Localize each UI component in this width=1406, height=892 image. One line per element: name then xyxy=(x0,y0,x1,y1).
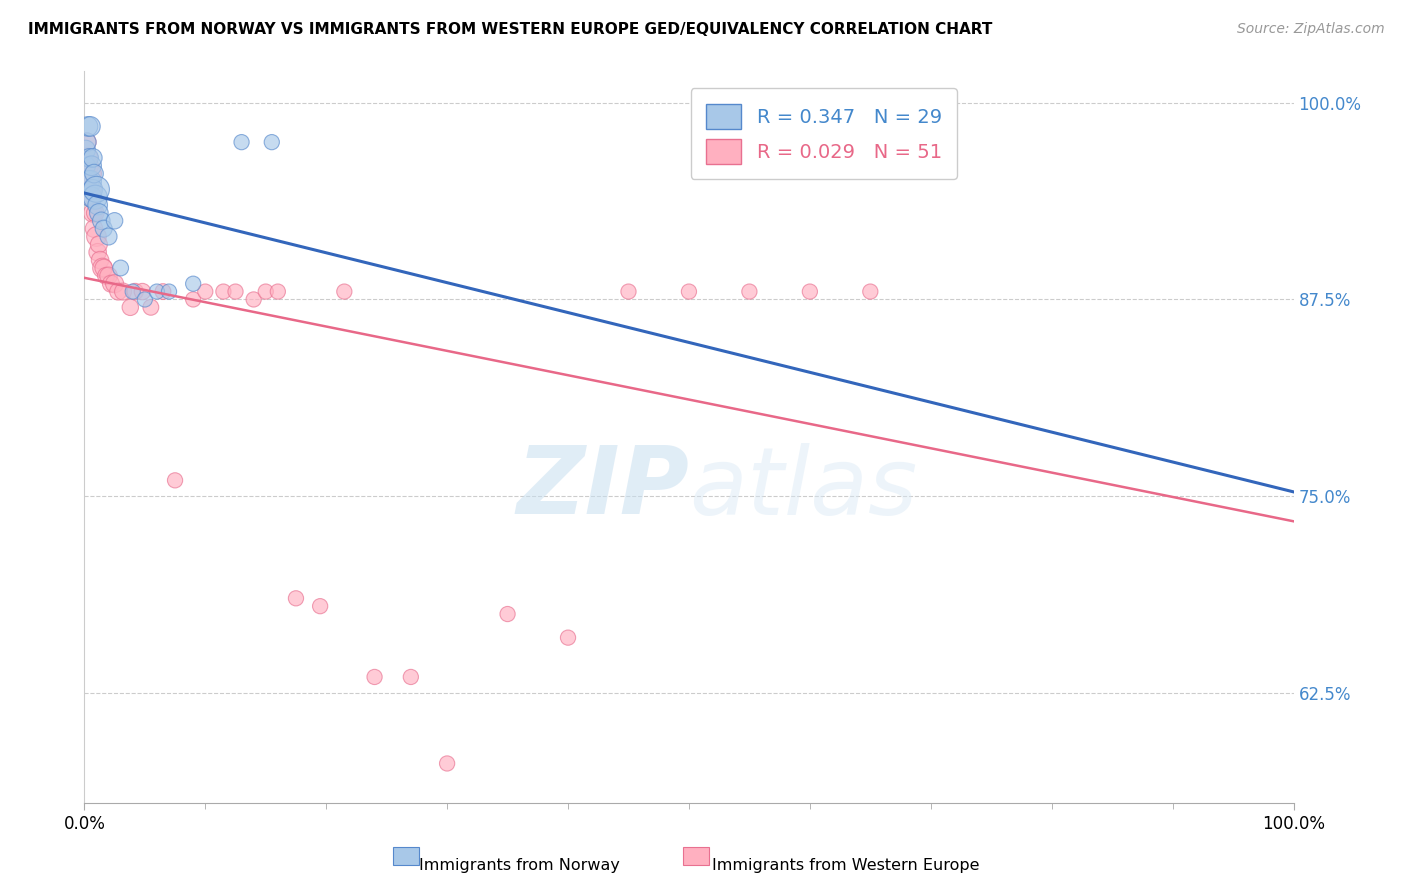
Point xyxy=(77,159,100,173)
Point xyxy=(75,159,97,173)
Text: ZIP: ZIP xyxy=(516,442,689,534)
Point xyxy=(82,182,104,196)
Point xyxy=(100,277,122,291)
Point xyxy=(86,245,108,260)
Point xyxy=(86,198,108,212)
Point xyxy=(89,253,111,268)
Point xyxy=(91,260,114,275)
Point xyxy=(496,607,519,621)
Legend: R = 0.347   N = 29, R = 0.029   N = 51: R = 0.347 N = 29, R = 0.029 N = 51 xyxy=(690,88,957,179)
Point xyxy=(120,301,142,315)
Point xyxy=(93,221,115,235)
Point xyxy=(80,190,103,204)
Bar xyxy=(392,847,419,865)
Point xyxy=(79,167,101,181)
Point xyxy=(82,151,104,165)
Point xyxy=(363,670,385,684)
Point xyxy=(77,174,100,188)
Point xyxy=(107,285,129,299)
Point xyxy=(82,182,104,196)
Point xyxy=(181,293,204,307)
Point xyxy=(139,301,162,315)
Point xyxy=(333,285,356,299)
Point xyxy=(90,214,112,228)
Point xyxy=(104,214,127,228)
Point xyxy=(77,182,100,196)
Point xyxy=(436,756,458,771)
Point xyxy=(194,285,217,299)
Point xyxy=(157,285,180,299)
Point xyxy=(165,473,187,487)
Point xyxy=(83,221,105,235)
Point xyxy=(399,670,422,684)
Point xyxy=(80,190,103,204)
Point xyxy=(77,151,100,165)
Point xyxy=(152,285,174,299)
Point xyxy=(104,277,127,291)
Point xyxy=(242,293,264,307)
Point xyxy=(859,285,882,299)
Point xyxy=(84,206,107,220)
Point xyxy=(77,167,100,181)
Point xyxy=(76,135,98,149)
Point xyxy=(86,182,108,196)
Point xyxy=(97,229,120,244)
Point xyxy=(82,206,104,220)
Point xyxy=(267,285,290,299)
Point xyxy=(920,95,942,110)
Point xyxy=(80,159,103,173)
Point xyxy=(231,135,253,149)
Point xyxy=(212,285,235,299)
Point xyxy=(134,293,156,307)
Point xyxy=(131,285,153,299)
Text: Immigrants from Norway: Immigrants from Norway xyxy=(419,858,620,872)
Point xyxy=(225,285,247,299)
Point xyxy=(79,174,101,188)
Point xyxy=(110,260,132,275)
Point xyxy=(557,631,579,645)
Text: atlas: atlas xyxy=(689,442,917,533)
Point xyxy=(309,599,332,614)
Point xyxy=(121,285,143,299)
Point xyxy=(76,159,98,173)
Point xyxy=(181,277,204,291)
Point xyxy=(94,268,117,283)
Point xyxy=(617,285,640,299)
Point xyxy=(124,285,146,299)
Point xyxy=(77,120,100,134)
Point xyxy=(678,285,700,299)
Point xyxy=(75,143,97,157)
Point xyxy=(87,206,110,220)
Point xyxy=(254,285,277,299)
Point xyxy=(93,260,115,275)
Point xyxy=(260,135,283,149)
Bar xyxy=(683,847,710,865)
Text: Immigrants from Western Europe: Immigrants from Western Europe xyxy=(713,858,980,872)
Point xyxy=(146,285,169,299)
Point xyxy=(77,151,100,165)
Point xyxy=(84,190,107,204)
Point xyxy=(79,120,101,134)
Point xyxy=(83,167,105,181)
Text: IMMIGRANTS FROM NORWAY VS IMMIGRANTS FROM WESTERN EUROPE GED/EQUIVALENCY CORRELA: IMMIGRANTS FROM NORWAY VS IMMIGRANTS FRO… xyxy=(28,22,993,37)
Point xyxy=(76,135,98,149)
Point xyxy=(284,591,308,606)
Point xyxy=(86,229,108,244)
Point xyxy=(87,237,110,252)
Point xyxy=(112,285,135,299)
Text: Source: ZipAtlas.com: Source: ZipAtlas.com xyxy=(1237,22,1385,37)
Point xyxy=(799,285,821,299)
Point xyxy=(97,268,120,283)
Point xyxy=(738,285,761,299)
